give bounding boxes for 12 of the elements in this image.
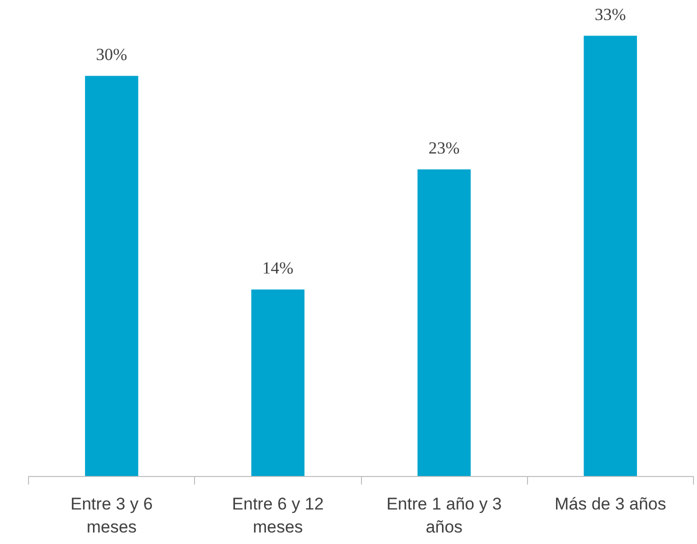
data-label: 30% bbox=[96, 44, 128, 64]
bar bbox=[85, 76, 138, 476]
x-tick-label: Entre 3 y 6 meses bbox=[70, 494, 153, 536]
bar bbox=[584, 36, 637, 476]
data-label: 14% bbox=[262, 258, 294, 278]
data-label: 33% bbox=[594, 4, 626, 24]
bar bbox=[251, 290, 304, 476]
x-tick-label: Más de 3 años bbox=[554, 494, 666, 514]
bar bbox=[418, 169, 471, 476]
x-tick-label: Entre 1 año y 3 años bbox=[386, 494, 502, 536]
x-tick-label: Entre 6 y 12 meses bbox=[232, 494, 324, 536]
data-label: 23% bbox=[428, 138, 460, 158]
